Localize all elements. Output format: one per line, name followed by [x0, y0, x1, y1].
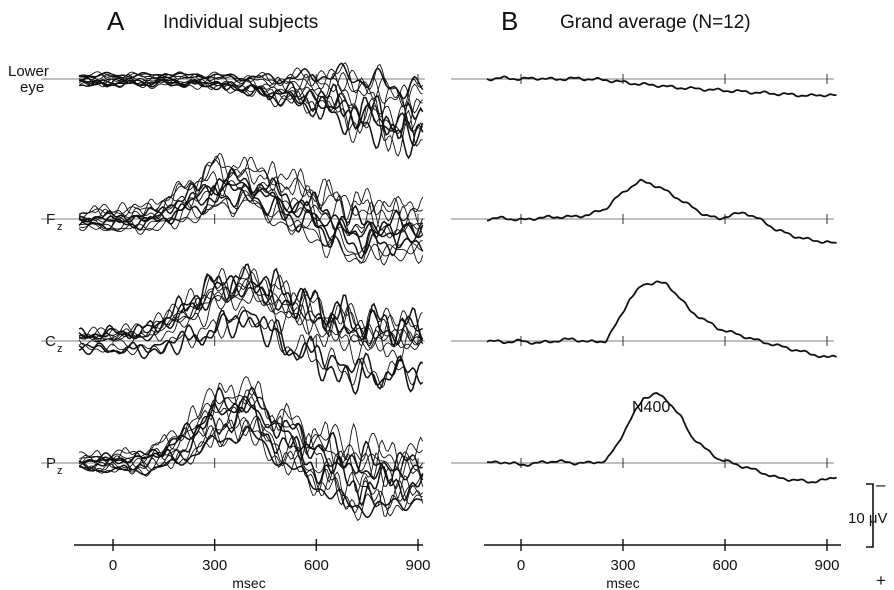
- panel-a-plot: 0 300 600 900: [41, 62, 431, 574]
- panel-a-xlabel: msec: [232, 575, 265, 590]
- subject-trace: [78, 386, 424, 484]
- subject-trace: [78, 306, 423, 389]
- scale-bar-line: [866, 483, 874, 548]
- scale-bar-positive-sign: +: [876, 571, 886, 590]
- panel-a-letter: A: [107, 6, 125, 36]
- channel-label-fz-main: F: [46, 211, 55, 228]
- channel-label-fz-sub: z: [57, 221, 63, 233]
- subject-trace: [78, 263, 424, 346]
- panel-b-xlabel: msec: [606, 575, 639, 590]
- subject-trace: [78, 155, 424, 231]
- subject-trace: [78, 158, 423, 221]
- panel-a-x-tick-label: 300: [202, 557, 227, 574]
- subject-trace: [78, 394, 424, 472]
- channel-label-cz-main: C: [45, 333, 56, 350]
- channel-label-cz: C z: [45, 333, 63, 355]
- channel-label-lower: Lower: [8, 63, 49, 80]
- subject-trace: [79, 79, 424, 147]
- subject-trace: [79, 62, 424, 100]
- subject-trace: [79, 396, 424, 494]
- panel-b-plot: 0 300 600 900: [451, 74, 841, 574]
- subject-trace: [79, 282, 423, 350]
- subject-trace: [78, 419, 424, 522]
- subject-trace: [78, 415, 424, 517]
- n400-annotation: N400: [632, 399, 670, 416]
- scale-bar-value: 10 μV: [848, 510, 888, 527]
- subject-trace: [78, 395, 423, 481]
- panel-b-x-tick-label: 900: [814, 557, 839, 574]
- channel-label-fz: F z: [46, 211, 63, 233]
- panel-a-x-tick-label: 0: [109, 557, 117, 574]
- grand-average-trace: [486, 75, 837, 98]
- subject-trace: [78, 286, 424, 351]
- panel-b-x-tick-label: 0: [517, 557, 525, 574]
- channel-label-cz-sub: z: [57, 343, 63, 355]
- grand-average-trace: [486, 178, 837, 244]
- panel-b-x-tick-label: 300: [610, 557, 635, 574]
- channel-label-pz: P z: [46, 455, 63, 477]
- subject-trace: [78, 266, 423, 342]
- subject-trace: [78, 312, 424, 390]
- scale-bar: – 10 μV +: [848, 475, 888, 590]
- subject-trace: [78, 178, 423, 239]
- channel-label-eye: eye: [20, 79, 44, 96]
- panel-b-letter: B: [501, 6, 518, 36]
- subject-trace: [78, 425, 423, 519]
- panel-a-x-tick-label: 600: [304, 557, 329, 574]
- panel-b-title: Grand average (N=12): [560, 12, 751, 33]
- grand-average-trace: [487, 392, 838, 484]
- subject-trace: [79, 406, 424, 507]
- subject-trace: [78, 152, 424, 225]
- subject-trace: [78, 309, 423, 396]
- subject-trace: [78, 79, 424, 157]
- panel-b-x-tick-label: 600: [712, 557, 737, 574]
- subject-trace: [79, 78, 424, 135]
- panel-a-title: Individual subjects: [163, 12, 318, 33]
- subject-trace: [78, 183, 424, 260]
- grand-average-trace: [486, 280, 837, 359]
- subject-trace: [78, 72, 423, 114]
- channel-label-pz-main: P: [46, 455, 56, 472]
- subject-trace: [78, 283, 423, 368]
- scale-bar-negative-sign: –: [876, 475, 886, 494]
- channel-label-pz-sub: z: [57, 465, 63, 477]
- panel-a-x-tick-label: 900: [405, 557, 430, 574]
